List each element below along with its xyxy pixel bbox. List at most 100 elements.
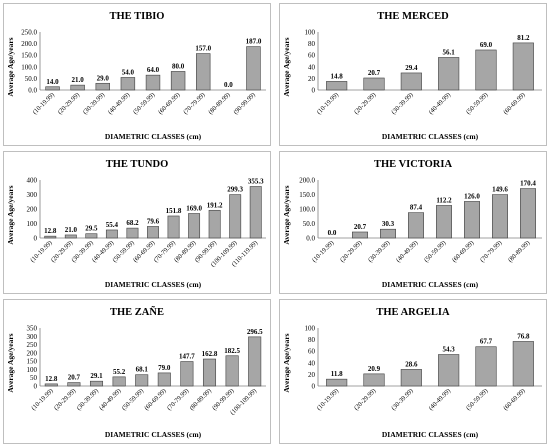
chart-title: THE VICTORIA [374, 159, 453, 170]
data-label: 81.2 [517, 34, 530, 42]
bar [475, 49, 497, 91]
y-tick-label: 0 [312, 87, 316, 95]
y-axis-title: Average Age/years [6, 333, 15, 392]
data-label: 151.8 [166, 207, 182, 215]
bar [180, 361, 194, 387]
chart-panel-tibio: THE TIBIO 0.0 50.0 100.0 150.0 200.0 250.0 Aver… [3, 3, 271, 146]
bar [89, 380, 104, 387]
bar [45, 86, 60, 91]
x-axis-title: DIAMETRIC CLASSES (cm) [382, 280, 479, 289]
data-label: 79.0 [158, 364, 171, 372]
bar [208, 209, 221, 239]
y-tick-label: 100 [305, 325, 316, 333]
x-axis-title: DIAMETRIC CLASSES (cm) [382, 132, 479, 141]
data-label: 0.0 [224, 81, 233, 89]
data-label: 170.4 [520, 180, 536, 188]
data-label: 29.5 [85, 225, 98, 233]
data-label: 55.2 [113, 368, 126, 376]
bar [126, 227, 139, 239]
bar [438, 57, 460, 91]
data-label: 169.0 [186, 204, 202, 212]
bar [85, 233, 98, 239]
y-tick-label: 150.0 [299, 191, 315, 199]
x-tick-label: (50-59.99) [423, 239, 447, 263]
bar [157, 372, 171, 387]
data-label: 20.7 [354, 223, 367, 231]
y-tick-label: 200.0 [299, 177, 315, 185]
data-label: 64.0 [147, 66, 160, 74]
bar [225, 355, 239, 387]
x-tick-label: (50-59.99) [465, 387, 489, 411]
data-label: 157.0 [195, 45, 211, 53]
data-label: 162.8 [202, 350, 218, 358]
bar [112, 376, 126, 387]
y-tick-label: 150.0 [21, 52, 37, 60]
y-tick-label: 300 [27, 333, 38, 341]
data-label: 191.2 [207, 201, 223, 209]
bar [64, 234, 77, 239]
y-tick-label: 200.0 [21, 40, 37, 48]
y-tick-label: 300 [27, 191, 38, 199]
bar [408, 212, 425, 239]
data-label: 28.6 [405, 360, 418, 368]
x-tick-label: (20-29.99) [353, 387, 377, 411]
bar [246, 46, 261, 91]
data-label: 80.0 [172, 62, 185, 70]
y-tick-label: 20 [308, 75, 316, 83]
y-tick-label: 50.0 [25, 75, 38, 83]
bar [167, 215, 180, 239]
data-label: 11.8 [331, 370, 343, 378]
bar [202, 358, 217, 387]
y-tick-label: 0 [312, 383, 316, 391]
x-tick-label: (10-19.99) [316, 387, 340, 411]
y-tick-label: 0 [34, 235, 38, 243]
x-tick-label: (80-89.99) [207, 91, 231, 115]
data-label: 126.0 [464, 192, 480, 200]
data-label: 20.7 [68, 374, 81, 382]
data-label: 55.4 [106, 221, 119, 229]
bar [120, 77, 136, 91]
y-tick-label: 100 [305, 29, 316, 37]
x-tick-label: (20-29.99) [339, 239, 363, 263]
chart-svg: THE ARGELIA 0 20 40 60 80 100 Average Age/years… [282, 307, 542, 439]
x-axis-title: DIAMETRIC CLASSES (cm) [105, 132, 202, 141]
y-tick-label: 80 [308, 336, 316, 344]
bar [105, 229, 118, 239]
data-label: 149.6 [492, 186, 508, 194]
x-tick-label: (50-59.99) [121, 387, 145, 411]
bar [170, 71, 186, 91]
x-tick-label: (40-49.99) [98, 387, 122, 411]
x-tick-label: (30-39.99) [82, 91, 106, 115]
y-tick-label: 100 [27, 366, 38, 374]
bar [438, 354, 460, 387]
y-tick-label: 100.0 [21, 63, 37, 71]
y-axis-title: Average Age/years [6, 37, 15, 96]
x-tick-label: (20-29.99) [57, 91, 81, 115]
bar [512, 42, 534, 91]
bar [492, 194, 509, 239]
chart-svg: THE TIBIO 0.0 50.0 100.0 150.0 200.0 250.0 Aver… [6, 11, 266, 141]
y-tick-label: 350 [27, 325, 38, 333]
bar [44, 383, 58, 387]
data-label: 76.8 [517, 332, 530, 340]
y-tick-label: 40 [308, 359, 316, 367]
chart-svg: THE TUNDO 0 100 200 300 400 Average Age/years 1… [6, 159, 266, 289]
chart-title: THE ZAÑE [110, 306, 164, 318]
y-tick-label: 0.0 [28, 87, 37, 95]
bar [248, 336, 262, 387]
data-label: 182.5 [224, 347, 240, 355]
bar [400, 72, 422, 91]
y-axis-title: Average Age/years [282, 333, 291, 392]
data-label: 14.8 [331, 72, 344, 80]
bar [326, 81, 348, 91]
y-tick-label: 250.0 [21, 29, 37, 37]
y-tick-label: 60 [308, 52, 316, 60]
x-tick-label: (10-19.99) [316, 91, 340, 115]
y-tick-label: 250 [27, 341, 38, 349]
x-tick-label: (30-39.99) [390, 91, 414, 115]
data-label: 299.3 [227, 186, 243, 194]
bar [475, 346, 497, 387]
data-label: 54.0 [122, 68, 135, 76]
x-tick-label: (10-19.99) [31, 91, 55, 115]
